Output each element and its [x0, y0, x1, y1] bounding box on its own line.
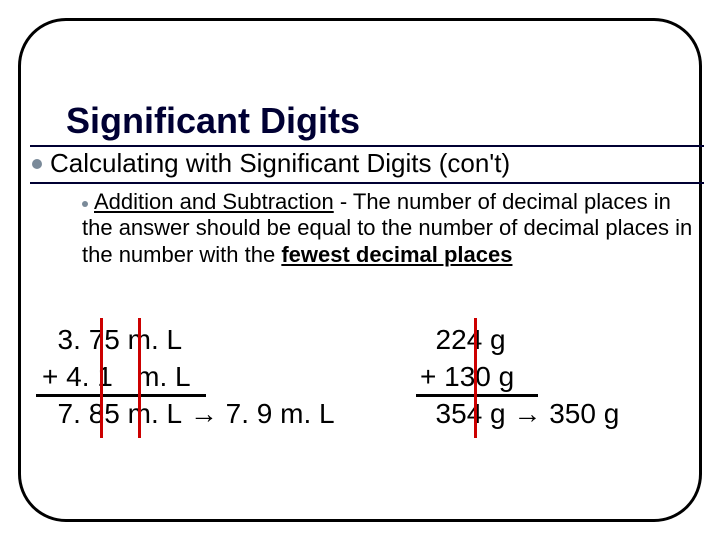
ex-right-rounded: 350 g	[549, 398, 619, 429]
ex-left-line1: 3. 75 m. L	[42, 322, 335, 359]
sigfig-red-line	[138, 318, 141, 438]
ex-left-rounded: 7. 9 m. L	[226, 398, 335, 429]
sigfig-red-line	[100, 318, 103, 438]
ex-left-line2: + 4. 1 m. L	[42, 359, 335, 396]
sum-underline-left	[36, 394, 206, 397]
horizontal-rule-1	[30, 145, 704, 147]
bullet-icon	[32, 159, 42, 169]
arrow-icon: →	[182, 398, 226, 429]
slide-content: Significant Digits Calculating with Sign…	[30, 100, 710, 268]
ex-right-line2: + 130 g	[420, 359, 619, 396]
arrow-icon: →	[506, 398, 550, 429]
ex-right-sum: 354 g	[420, 398, 506, 429]
example-right: 224 g + 130 g 354 g → 350 g	[420, 322, 619, 433]
sigfig-red-line	[474, 318, 477, 438]
sub-bullet-icon	[82, 201, 88, 207]
subtitle-row: Calculating with Significant Digits (con…	[30, 148, 710, 179]
slide-title: Significant Digits	[66, 100, 710, 142]
sum-underline-right	[416, 394, 538, 397]
ex-left-sum: 7. 85 m. L	[42, 398, 182, 429]
subtitle-text: Calculating with Significant Digits (con…	[50, 148, 510, 178]
rule-text: Addition and Subtraction - The number of…	[82, 189, 704, 268]
example-left: 3. 75 m. L + 4. 1 m. L 7. 85 m. L → 7. 9…	[42, 322, 335, 433]
slide-border	[18, 18, 702, 522]
ex-right-result: 354 g → 350 g	[420, 396, 619, 433]
rule-lead: Addition and Subtraction	[94, 189, 334, 214]
horizontal-rule-2	[30, 182, 704, 184]
rule-emphasis: fewest decimal places	[281, 242, 512, 267]
ex-right-line1: 224 g	[420, 322, 619, 359]
ex-left-result: 7. 85 m. L → 7. 9 m. L	[42, 396, 335, 433]
